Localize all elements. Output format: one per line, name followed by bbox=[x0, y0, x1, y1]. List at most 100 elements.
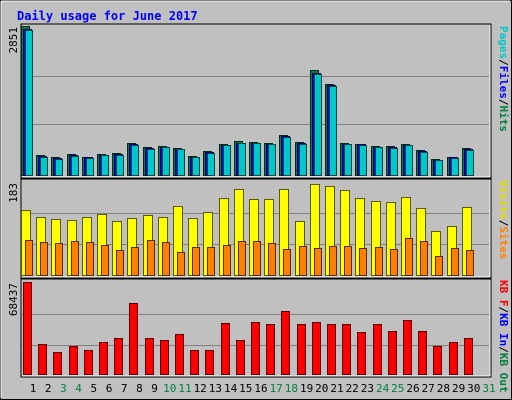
bar-kbytes-kb-f-day-3 bbox=[53, 352, 62, 375]
bar-kbytes-kb-f-day-4 bbox=[69, 346, 78, 375]
legend-kbytes: KB F/KB In/KB Out bbox=[497, 280, 510, 393]
bar-kbytes-kb-f-day-9 bbox=[145, 338, 154, 375]
x-label-day-13: 13 bbox=[209, 382, 222, 395]
bar-hits-pages-day-26 bbox=[405, 145, 413, 176]
bar-hits-pages-day-5 bbox=[86, 158, 94, 176]
bar-kbytes-kb-f-day-8 bbox=[129, 303, 138, 375]
x-label-day-23: 23 bbox=[361, 382, 374, 395]
legend-hits-part-0: Pages bbox=[497, 26, 510, 59]
x-label-day-24: 24 bbox=[376, 382, 390, 395]
x-axis-day-labels: 1 2 3 4 5 6 7 8 9 10 11 12 13 14 15 16 17 18 19 20 21 22 23 24 2… bbox=[30, 382, 496, 395]
legend-kbytes-part-4: KB Out bbox=[497, 353, 510, 393]
bar-kbytes-kb-f-day-27 bbox=[418, 331, 427, 375]
chart-title: Daily usage for June 2017 bbox=[17, 9, 198, 23]
bar-hits-pages-day-23 bbox=[359, 145, 367, 176]
bar-visits-sites-day-4 bbox=[71, 241, 79, 276]
x-label-day-27: 27 bbox=[422, 382, 435, 395]
bar-kbytes-kb-f-day-5 bbox=[84, 350, 93, 375]
ymax-label-visits: 183 bbox=[7, 183, 20, 203]
bar-hits-pages-day-21 bbox=[329, 86, 337, 176]
bar-kbytes-kb-f-day-29 bbox=[449, 342, 458, 375]
bar-hits-pages-day-6 bbox=[101, 155, 109, 176]
bar-kbytes-kb-f-day-18 bbox=[281, 311, 290, 375]
bar-visits-sites-day-10 bbox=[162, 242, 170, 276]
bar-visits-sites-day-14 bbox=[223, 245, 231, 276]
bar-hits-pages-day-11 bbox=[177, 149, 185, 176]
bar-visits-sites-day-27 bbox=[420, 241, 428, 276]
bar-visits-sites-day-29 bbox=[451, 248, 459, 276]
bar-kbytes-kb-f-day-25 bbox=[388, 331, 397, 375]
x-label-day-6: 6 bbox=[106, 382, 113, 395]
x-label-day-3: 3 bbox=[60, 382, 67, 395]
x-label-day-1: 1 bbox=[30, 382, 37, 395]
bar-visits-sites-day-28 bbox=[435, 256, 443, 276]
bar-visits-sites-day-25 bbox=[390, 249, 398, 276]
bar-kbytes-kb-f-day-1 bbox=[23, 282, 32, 375]
legend-kbytes-part-3: / bbox=[497, 346, 510, 353]
x-label-day-14: 14 bbox=[224, 382, 238, 395]
bar-visits-sites-day-12 bbox=[192, 247, 200, 276]
bars bbox=[21, 26, 474, 375]
x-label-day-15: 15 bbox=[239, 382, 252, 395]
bar-visits-sites-day-16 bbox=[253, 241, 261, 276]
bar-kbytes-kb-f-day-26 bbox=[403, 320, 412, 375]
bar-hits-pages-day-9 bbox=[147, 149, 155, 176]
x-label-day-30: 30 bbox=[467, 382, 480, 395]
x-label-day-25: 25 bbox=[391, 382, 404, 395]
legend-hits-part-2: Files bbox=[497, 66, 510, 99]
legend-hits-part-3: / bbox=[497, 99, 510, 106]
bar-hits-pages-day-3 bbox=[55, 159, 63, 176]
bar-kbytes-kb-f-day-13 bbox=[205, 350, 214, 375]
bar-visits-sites-day-30 bbox=[466, 250, 474, 276]
ymax-label-kbytes: 68437 bbox=[7, 283, 20, 316]
bar-hits-pages-day-29 bbox=[451, 158, 459, 176]
x-label-day-20: 20 bbox=[315, 382, 328, 395]
bar-hits-pages-day-12 bbox=[192, 157, 200, 176]
bar-kbytes-kb-f-day-20 bbox=[312, 322, 321, 375]
x-label-day-28: 28 bbox=[437, 382, 450, 395]
bar-kbytes-kb-f-day-7 bbox=[114, 338, 123, 375]
bar-kbytes-kb-f-day-30 bbox=[464, 338, 473, 375]
bar-kbytes-kb-f-day-15 bbox=[236, 340, 245, 375]
bar-visits-sites-day-8 bbox=[131, 247, 139, 276]
legend-kbytes-part-0: KB F bbox=[497, 280, 510, 307]
x-label-day-8: 8 bbox=[136, 382, 143, 395]
bar-visits-sites-day-19 bbox=[299, 246, 307, 276]
bar-hits-pages-day-7 bbox=[116, 155, 124, 176]
legend-visits-part-1: / bbox=[497, 220, 510, 227]
bar-visits-sites-day-24 bbox=[375, 247, 383, 276]
ymax-label-hits: 2851 bbox=[7, 27, 20, 54]
x-label-day-2: 2 bbox=[45, 382, 52, 395]
bar-hits-pages-day-1 bbox=[25, 30, 33, 176]
x-label-day-18: 18 bbox=[285, 382, 298, 395]
bar-kbytes-kb-f-day-24 bbox=[373, 324, 382, 375]
x-label-day-9: 9 bbox=[151, 382, 158, 395]
x-label-day-26: 26 bbox=[406, 382, 419, 395]
legend-visits: Visits/Sites bbox=[497, 180, 510, 260]
legend-hits-part-1: / bbox=[497, 59, 510, 66]
bar-hits-pages-day-18 bbox=[283, 137, 291, 176]
bar-hits-pages-day-13 bbox=[207, 153, 215, 176]
bar-visits-sites-day-11 bbox=[177, 252, 185, 276]
legend-visits-part-0: Visits bbox=[497, 180, 510, 220]
bar-hits-pages-day-20 bbox=[314, 74, 322, 176]
bar-kbytes-kb-f-day-14 bbox=[221, 323, 230, 375]
bar-kbytes-kb-f-day-17 bbox=[266, 324, 275, 375]
bar-visits-sites-day-3 bbox=[55, 243, 63, 276]
bar-kbytes-kb-f-day-6 bbox=[99, 342, 108, 375]
bar-hits-pages-day-19 bbox=[299, 144, 307, 176]
x-label-day-22: 22 bbox=[346, 382, 359, 395]
bar-visits-sites-day-9 bbox=[147, 240, 155, 276]
bar-hits-pages-day-14 bbox=[223, 145, 231, 176]
bar-visits-sites-day-26 bbox=[405, 238, 413, 276]
bar-hits-pages-day-22 bbox=[344, 144, 352, 176]
bar-visits-sites-day-2 bbox=[40, 242, 48, 276]
legend-hits: Pages/Files/Hits bbox=[497, 26, 510, 132]
bar-hits-pages-day-24 bbox=[375, 147, 383, 176]
bar-visits-sites-day-7 bbox=[116, 250, 124, 276]
legend-kbytes-part-2: KB In bbox=[497, 313, 510, 346]
bar-hits-pages-day-15 bbox=[238, 143, 246, 176]
x-label-day-21: 21 bbox=[330, 382, 343, 395]
x-label-day-17: 17 bbox=[270, 382, 283, 395]
